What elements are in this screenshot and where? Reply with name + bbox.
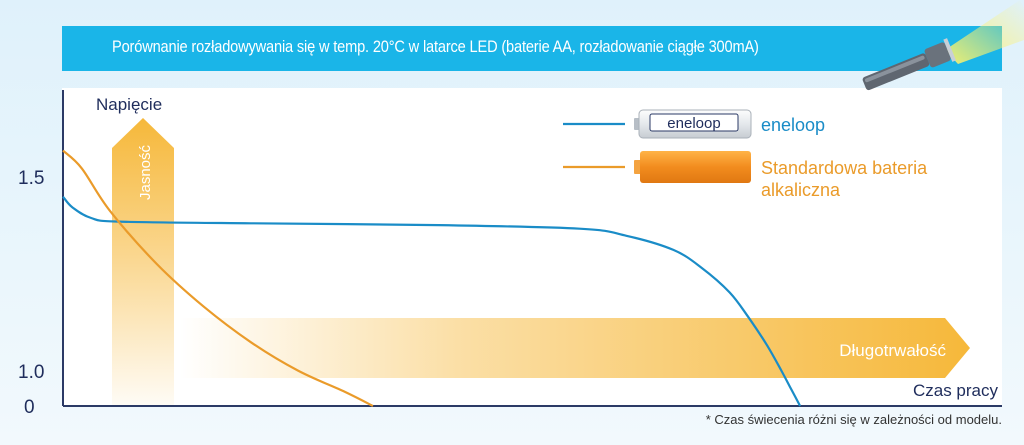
- chart-title: Porównanie rozładowywania się w temp. 20…: [112, 37, 759, 56]
- legend-alkaline-label-line1: Standardowa bateria: [761, 158, 928, 178]
- eneloop-battery-text: eneloop: [667, 115, 720, 132]
- brightness-arrow-label: Jasność: [137, 144, 154, 200]
- longevity-arrow: [180, 318, 970, 378]
- y-axis-label: Napięcie: [96, 95, 162, 114]
- flashlight-icon: [862, 0, 1024, 91]
- y-tick-label-1-5: 1.5: [18, 168, 44, 189]
- title-banner: Porównanie rozładowywania się w temp. 20…: [62, 26, 1002, 71]
- y-tick-label-0: 0: [24, 397, 35, 418]
- eneloop-battery-icon: eneloop: [634, 109, 752, 139]
- alkaline-battery-icon: [634, 151, 751, 183]
- footnote: * Czas świecenia różni się w zależności …: [705, 412, 1002, 427]
- legend-alkaline-label-line2: alkaliczna: [761, 180, 841, 200]
- legend: eneloop eneloop Standardowa bateria alka…: [563, 109, 928, 200]
- x-axis-label: Czas pracy: [913, 381, 999, 400]
- y-tick-label-1-0: 1.0: [18, 362, 44, 383]
- eneloop-line: [62, 195, 802, 407]
- legend-eneloop-label: eneloop: [761, 115, 825, 135]
- alkaline-line: [62, 149, 374, 407]
- longevity-arrow-label: Długotrwałość: [839, 341, 946, 360]
- brightness-arrow: [112, 118, 174, 405]
